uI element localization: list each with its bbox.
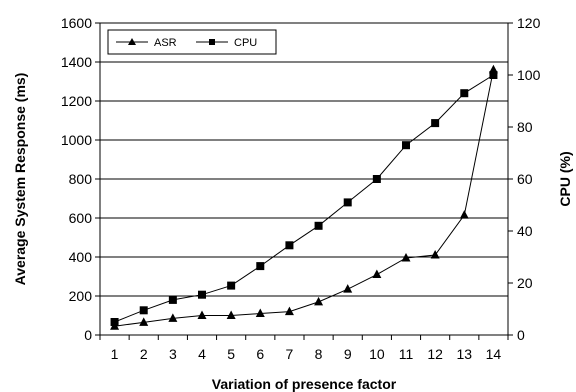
series-line-cpu <box>114 74 494 323</box>
data-point-asr <box>197 310 207 319</box>
x-tick-label: 8 <box>315 346 323 362</box>
x-tick-label: 12 <box>427 346 443 362</box>
y-axis-left: 0 200 400 600 800 1000 1200 1400 1600 <box>61 15 100 343</box>
data-point-cpu <box>431 119 440 128</box>
x-tick-label: 9 <box>344 346 352 362</box>
y-tick-label: 0 <box>84 327 92 343</box>
x-tick-label: 1 <box>111 346 119 362</box>
x-tick-label: 14 <box>486 346 502 362</box>
data-point-cpu <box>372 175 381 183</box>
legend-cpu-marker <box>209 39 215 45</box>
data-point-asr <box>314 296 324 306</box>
x-tick-label: 7 <box>286 346 294 362</box>
data-point-cpu <box>227 281 236 290</box>
legend-asr-marker <box>128 38 136 45</box>
data-point-cpu <box>168 295 177 304</box>
data-point-asr <box>343 284 353 293</box>
data-point-cpu <box>285 241 294 250</box>
x-tick-label: 10 <box>369 346 385 362</box>
y2-tick-label: 60 <box>517 171 533 187</box>
data-point-asr <box>284 306 294 316</box>
y-tick-label: 200 <box>69 288 93 304</box>
data-point-cpu <box>314 221 323 230</box>
x-axis-title: Variation of presence factor <box>212 376 397 392</box>
x-tick-label: 4 <box>198 346 206 362</box>
data-point-cpu <box>110 318 119 326</box>
data-point-asr <box>459 210 469 219</box>
series-line-asr <box>114 69 494 327</box>
x-tick-label: 2 <box>140 346 148 362</box>
grid <box>100 61 508 297</box>
data-point-cpu <box>343 198 352 207</box>
x-tick-label: 5 <box>227 346 235 362</box>
data-point-cpu <box>256 262 265 271</box>
y-tick-label: 1600 <box>61 15 92 31</box>
y2-tick-label: 120 <box>517 15 541 31</box>
data-point-cpu <box>489 71 498 79</box>
data-point-cpu <box>402 141 410 150</box>
y-axis-right: 0 20 40 60 80 100 120 <box>508 15 541 343</box>
legend-cpu-label: CPU <box>234 37 257 49</box>
y2-tick-label: 100 <box>517 67 541 83</box>
y2-tick-label: 40 <box>517 223 533 239</box>
x-axis: 1 2 3 4 5 6 7 8 9 10 11 12 13 14 <box>99 335 509 362</box>
data-point-cpu <box>198 290 206 299</box>
y-tick-label: 1400 <box>61 54 92 70</box>
y-tick-label: 1000 <box>61 132 92 148</box>
y-tick-label: 1200 <box>61 93 92 109</box>
y2-axis-title: CPU (%) <box>557 151 573 206</box>
y2-tick-label: 20 <box>517 275 533 291</box>
x-tick-label: 11 <box>399 346 414 362</box>
x-tick-label: 3 <box>169 346 177 362</box>
y-tick-label: 400 <box>69 249 93 265</box>
y2-tick-label: 0 <box>517 327 525 343</box>
data-point-asr <box>168 313 178 322</box>
x-tick-label: 6 <box>256 346 264 362</box>
data-point-asr <box>226 310 236 319</box>
legend: ASR CPU <box>107 29 277 55</box>
x-tick-label: 13 <box>456 346 472 362</box>
y2-tick-label: 80 <box>517 119 533 135</box>
y-axis-title: Average System Response (ms) <box>12 73 28 286</box>
series-layer <box>110 64 498 330</box>
data-point-asr <box>255 308 265 318</box>
data-point-cpu <box>139 306 148 315</box>
data-point-asr <box>401 252 411 262</box>
data-point-cpu <box>460 89 469 98</box>
legend-asr-label: ASR <box>154 37 177 49</box>
y-tick-label: 600 <box>69 210 93 226</box>
data-point-asr <box>430 250 440 259</box>
y-tick-label: 800 <box>69 171 93 187</box>
data-point-asr <box>372 269 382 279</box>
data-point-asr <box>139 317 149 326</box>
